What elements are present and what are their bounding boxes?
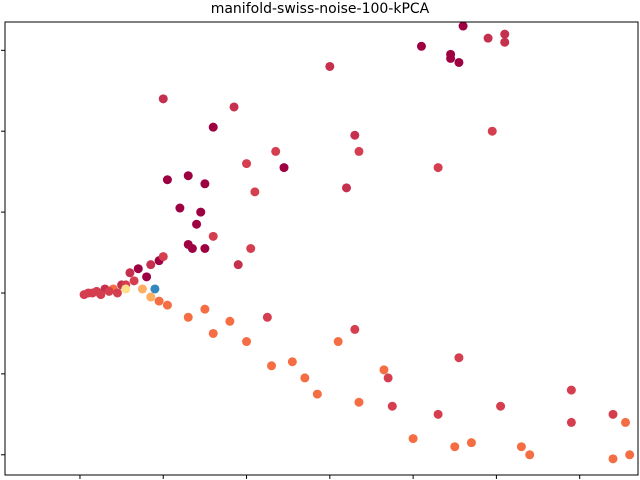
data-point (379, 365, 389, 375)
data-point (483, 33, 493, 43)
data-point (200, 304, 210, 314)
data-point (500, 29, 510, 39)
data-point (225, 316, 235, 326)
data-point (233, 260, 243, 270)
data-point (129, 276, 139, 286)
data-point (454, 57, 464, 67)
data-point (112, 288, 122, 298)
data-point (104, 286, 114, 296)
data-point (416, 41, 426, 51)
data-point (458, 21, 468, 31)
data-point (137, 284, 147, 294)
data-point (183, 312, 193, 322)
data-point (229, 102, 239, 112)
data-point (150, 284, 160, 294)
data-point (354, 146, 364, 156)
data-point (433, 163, 443, 173)
data-point (208, 231, 218, 241)
data-point (262, 312, 272, 322)
data-point (466, 438, 476, 448)
data-point (242, 159, 252, 169)
data-point (608, 454, 618, 464)
data-point (350, 130, 360, 140)
data-point (162, 175, 172, 185)
data-point (250, 187, 260, 197)
data-point (566, 417, 576, 427)
data-point (79, 290, 89, 300)
data-point (566, 385, 576, 395)
data-point (200, 244, 210, 253)
data-point (246, 244, 256, 253)
data-point (146, 260, 156, 270)
data-point (267, 361, 277, 371)
data-point (525, 450, 535, 460)
data-point (341, 183, 351, 193)
data-point (183, 171, 193, 181)
data-point (446, 53, 456, 63)
data-point (287, 357, 297, 367)
axes-layer (1, 21, 639, 479)
data-point (208, 122, 218, 132)
data-point (350, 324, 360, 334)
data-point (625, 450, 635, 460)
points-layer (79, 21, 635, 464)
plot-frame (4, 21, 639, 476)
data-point (312, 389, 322, 399)
data-point (87, 288, 97, 298)
data-point (387, 401, 397, 411)
data-point (200, 179, 210, 189)
data-point (496, 401, 506, 411)
data-point (162, 300, 172, 310)
chart-title: manifold-swiss-noise-100-kPCA (210, 1, 430, 17)
data-point (433, 409, 443, 419)
data-point (450, 442, 460, 452)
data-point (133, 264, 143, 274)
data-point (487, 126, 497, 136)
data-point (333, 337, 343, 347)
data-point (146, 292, 156, 302)
data-point (279, 163, 289, 173)
data-point (516, 442, 526, 452)
data-point (500, 37, 510, 47)
data-point (96, 290, 106, 300)
data-point (271, 146, 281, 156)
data-point (154, 296, 164, 306)
data-point (354, 397, 364, 407)
data-point (192, 219, 202, 229)
data-point (142, 272, 152, 282)
data-point (454, 353, 464, 363)
data-point (196, 207, 206, 217)
data-point (208, 328, 218, 338)
data-point (325, 61, 335, 71)
data-point (175, 203, 185, 213)
data-point (121, 284, 131, 294)
data-point (300, 373, 310, 383)
data-point (187, 244, 197, 253)
data-point (242, 337, 252, 347)
data-point (608, 409, 618, 419)
data-point (383, 373, 393, 383)
data-point (408, 434, 418, 444)
data-point (125, 268, 135, 278)
data-point (621, 417, 631, 427)
data-point (158, 94, 168, 104)
data-point (158, 252, 168, 262)
